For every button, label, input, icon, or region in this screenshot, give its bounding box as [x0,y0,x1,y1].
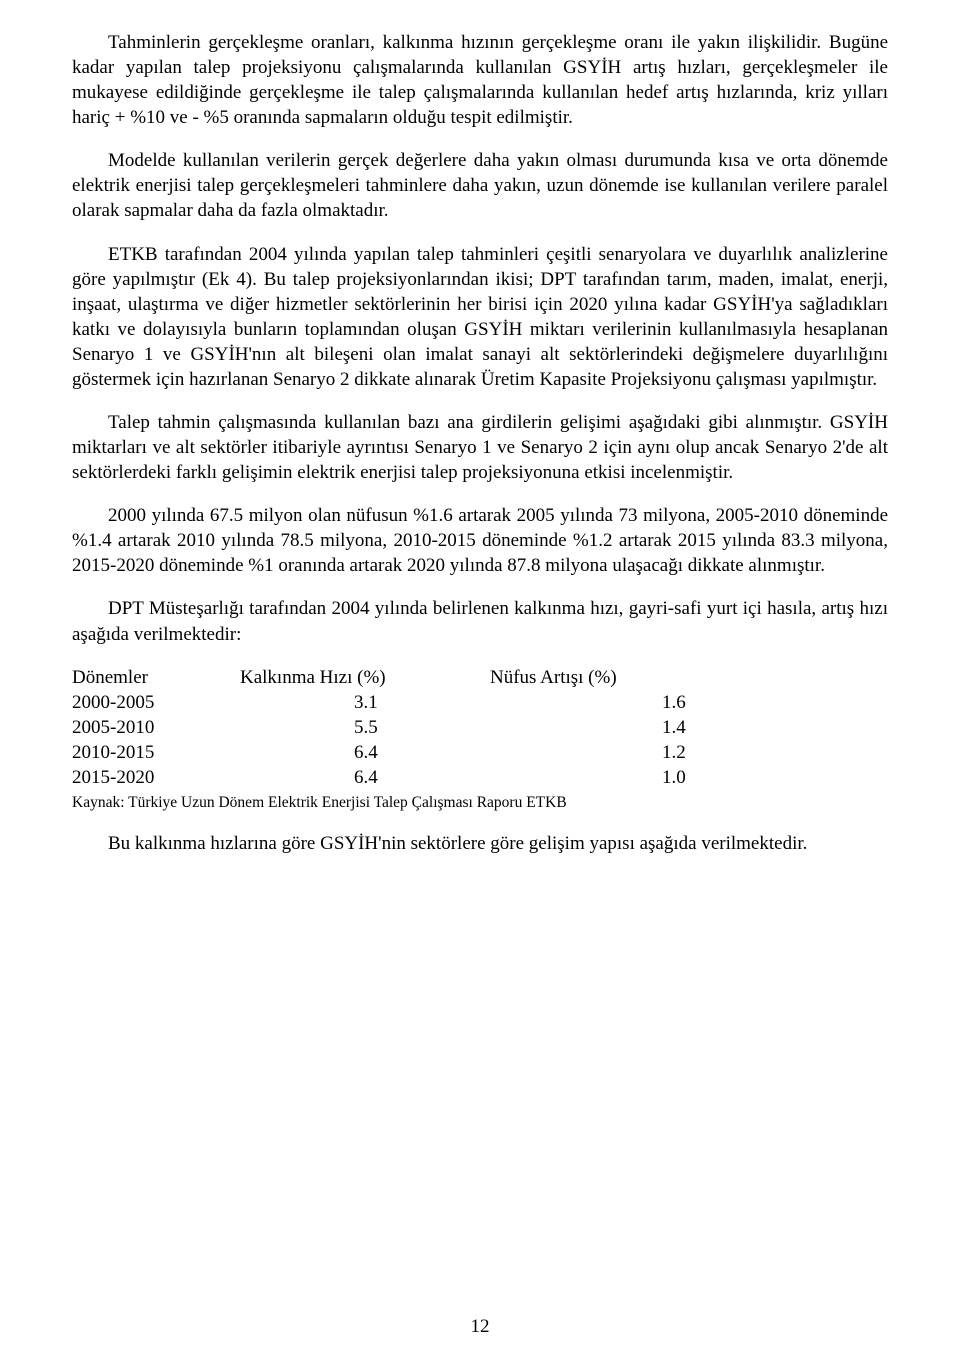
paragraph-3: ETKB tarafından 2004 yılında yapılan tal… [72,242,888,392]
cell-growth: 5.5 [240,715,490,740]
cell-period: 2000-2005 [72,690,240,715]
table-row: 2000-2005 3.1 1.6 [72,690,888,715]
cell-growth: 6.4 [240,765,490,790]
header-population: Nüfus Artışı (%) [490,665,690,690]
table-source: Kaynak: Türkiye Uzun Dönem Elektrik Ener… [72,793,888,813]
paragraph-7: Bu kalkınma hızlarına göre GSYİH'nin sek… [72,831,888,856]
table-row: 2010-2015 6.4 1.2 [72,740,888,765]
paragraph-6: DPT Müsteşarlığı tarafından 2004 yılında… [72,596,888,646]
table-row: 2005-2010 5.5 1.4 [72,715,888,740]
growth-table: Dönemler Kalkınma Hızı (%) Nüfus Artışı … [72,665,888,790]
cell-population: 1.6 [490,690,690,715]
paragraph-2: Modelde kullanılan verilerin gerçek değe… [72,148,888,223]
paragraph-4: Talep tahmin çalışmasında kullanılan baz… [72,410,888,485]
cell-period: 2015-2020 [72,765,240,790]
table-header-row: Dönemler Kalkınma Hızı (%) Nüfus Artışı … [72,665,888,690]
cell-period: 2005-2010 [72,715,240,740]
page-number: 12 [0,1316,960,1338]
cell-population: 1.4 [490,715,690,740]
header-period: Dönemler [72,665,240,690]
cell-growth: 3.1 [240,690,490,715]
cell-population: 1.2 [490,740,690,765]
header-growth: Kalkınma Hızı (%) [240,665,490,690]
paragraph-5: 2000 yılında 67.5 milyon olan nüfusun %1… [72,503,888,578]
cell-growth: 6.4 [240,740,490,765]
table-row: 2015-2020 6.4 1.0 [72,765,888,790]
paragraph-1: Tahminlerin gerçekleşme oranları, kalkın… [72,30,888,130]
cell-period: 2010-2015 [72,740,240,765]
cell-population: 1.0 [490,765,690,790]
